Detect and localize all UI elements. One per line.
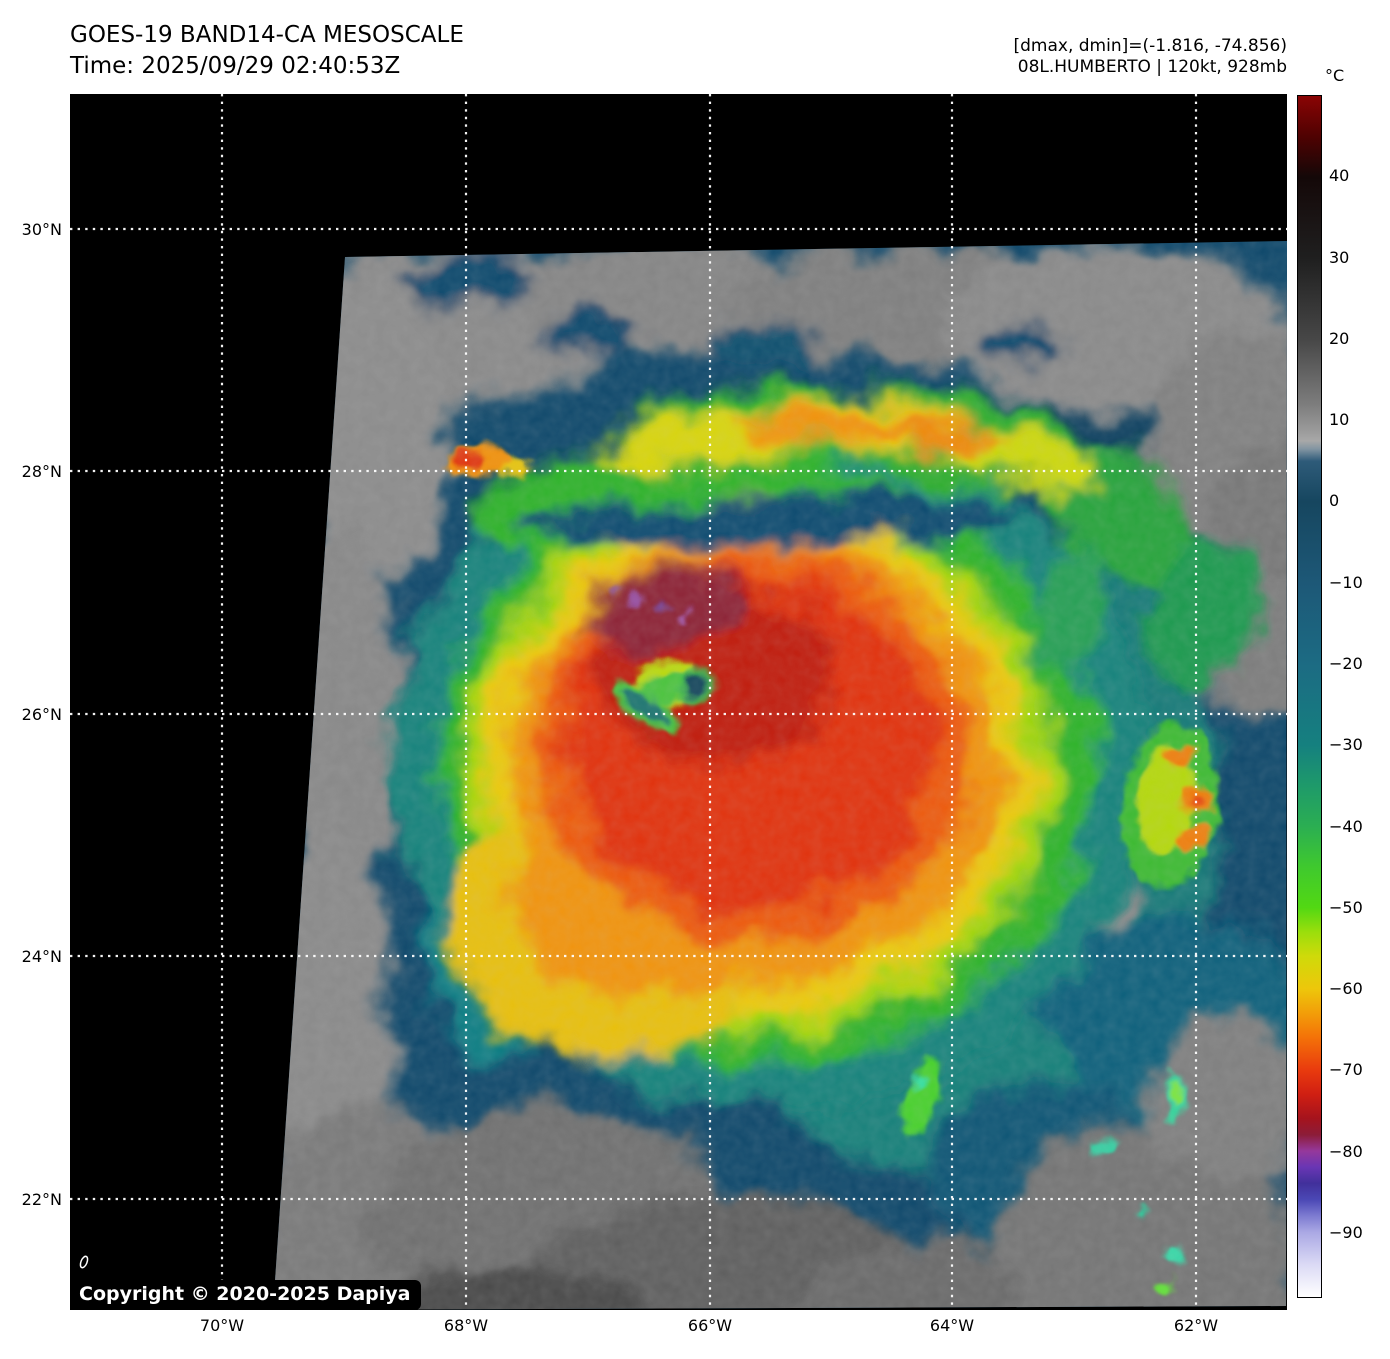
colorbar-tick-label: −10 — [1329, 572, 1363, 592]
cloud-texture-noise — [273, 241, 1287, 1310]
colorbar-gradient — [1297, 95, 1322, 1298]
lon-tick-label: 70°W — [199, 1316, 245, 1335]
colorbar-tick-label: −30 — [1329, 735, 1363, 755]
satellite-map-panel — [70, 94, 1287, 1310]
lat-tick-label: 28°N — [21, 462, 62, 481]
colorbar-tick-label: −90 — [1329, 1222, 1363, 1242]
page-title: GOES-19 BAND14-CA MESOSCALE — [70, 22, 464, 48]
lon-tick-label: 64°W — [929, 1316, 975, 1335]
colorbar-tick-label: −80 — [1329, 1141, 1363, 1161]
graticule-gridlines — [70, 94, 1287, 1310]
colorbar-tick-label: 10 — [1329, 410, 1350, 430]
colorbar-tick-label: 40 — [1329, 166, 1350, 186]
dminmax-readout: [dmax, dmin]=(-1.816, -74.856) — [1013, 36, 1288, 56]
header-right-block: [dmax, dmin]=(-1.816, -74.856) 08L.HUMBE… — [1014, 36, 1288, 78]
lat-tick-label: 24°N — [21, 947, 62, 966]
colorbar-tick-label: −40 — [1329, 816, 1363, 836]
colorbar-tick-label: −50 — [1329, 897, 1363, 917]
colorbar-tick-label: 0 — [1329, 491, 1340, 511]
colorbar-tick-label: −60 — [1329, 979, 1363, 999]
lon-tick-label: 62°W — [1173, 1316, 1219, 1335]
colorbar-tick-label: −20 — [1329, 653, 1363, 673]
colorbar-tick-label: −70 — [1329, 1060, 1363, 1080]
lat-tick-label: 30°N — [21, 220, 62, 239]
lon-tick-label: 66°W — [687, 1316, 733, 1335]
timestamp: Time: 2025/09/29 02:40:53Z — [70, 53, 401, 79]
colorbar-tick-label: 20 — [1329, 328, 1350, 348]
header-block: GOES-19 BAND14-CA MESOSCALE Time: 2025/0… — [70, 20, 464, 82]
satellite-image — [70, 94, 1287, 1310]
storm-readout: 08L.HUMBERTO | 120kt, 928mb — [1017, 57, 1287, 77]
colorbar-tick-label: 30 — [1329, 247, 1350, 267]
island-coastline-icon — [79, 1255, 89, 1269]
copyright-badge: Copyright © 2020-2025 Dapiya — [70, 1280, 422, 1310]
lon-tick-label: 68°W — [443, 1316, 489, 1335]
lat-tick-label: 26°N — [21, 705, 62, 724]
lat-tick-label: 22°N — [21, 1190, 62, 1209]
colorbar-units-label: °C — [1325, 66, 1345, 85]
